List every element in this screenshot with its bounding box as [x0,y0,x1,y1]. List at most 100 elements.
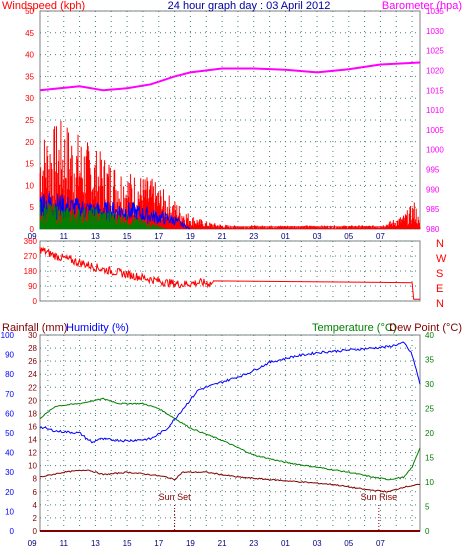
rainfall-tick-label: 12 [28,449,37,458]
time-tick-label: 13 [91,232,100,241]
rainfall-tick-label: 4 [33,501,38,510]
rainfall-tick-label: 30 [28,331,37,340]
time-tick-label: 03 [313,539,322,548]
time-tick-label: 09 [28,232,37,241]
barometer-axis-label: Barometer (hpa) [382,0,462,12]
time-tick-label: 15 [123,232,132,241]
sunset-label: Sun Set [159,492,192,502]
temperature-tick-label: 30 [425,380,434,389]
windspeed-tick-label: 40 [25,51,34,60]
compass-tick-label: N [436,238,444,250]
humidity-tick-label: 10 [5,507,14,516]
windspeed-tick-label: 25 [25,116,34,125]
direction-tick-label: 180 [24,267,38,276]
compass-tick-label: E [436,283,443,295]
direction-tick-label: 0 [33,297,38,306]
humidity-tick-label: 80 [5,370,14,379]
axis-tick-labels: 0510152025303540455098098599099510001005… [1,7,447,548]
temperature-tick-label: 15 [425,454,434,463]
barometer-tick-label: 1030 [426,27,444,36]
time-tick-label: 07 [376,232,385,241]
humidity-tick-label: 20 [5,488,14,497]
windspeed-tick-label: 45 [25,29,34,38]
barometer-tick-label: 1010 [426,106,444,115]
temperature-tick-label: 20 [425,429,434,438]
time-tick-label: 11 [60,232,69,241]
humidity-tick-label: 30 [5,468,14,477]
chart-series [39,61,421,532]
humidity-tick-label: 40 [5,449,14,458]
time-tick-label: 15 [123,539,132,548]
rainfall-axis-label: Rainfall (mm) [2,322,67,334]
rainfall-tick-label: 8 [33,475,38,484]
rainfall-tick-label: 26 [28,357,37,366]
barometer-tick-label: 1005 [426,126,444,135]
temperature-tick-label: 5 [425,503,430,512]
time-tick-label: 19 [186,232,195,241]
chart-annotations: Sun Set Sun Rise [159,492,398,531]
temperature-tick-label: 0 [425,527,430,536]
rainfall-tick-label: 6 [33,488,38,497]
chart-title: 24 hour graph day : 03 April 2012 [168,0,331,12]
wind-series-3 [39,201,167,229]
barometer-tick-label: 1015 [426,86,444,95]
barometer-tick-label: 1035 [426,7,444,16]
rainfall-tick-label: 20 [28,396,37,405]
barometer-tick-label: 1020 [426,66,444,75]
barometer-tick-label: 985 [426,205,440,214]
temperature-tick-label: 25 [425,405,434,414]
windspeed-tick-label: 5 [30,203,35,212]
windspeed-tick-label: 35 [25,72,34,81]
compass-tick-label: N [436,298,444,310]
direction-tick-label: 90 [28,282,37,291]
barometer-tick-label: 1000 [426,146,444,155]
time-tick-label: 05 [344,539,353,548]
humidity-tick-label: 0 [10,527,15,536]
time-tick-label: 21 [218,232,227,241]
time-tick-label: 23 [249,232,258,241]
compass-tick-label: W [436,253,447,265]
barometer-tick-label: 980 [426,225,440,234]
time-tick-label: 03 [313,232,322,241]
time-tick-label: 05 [344,232,353,241]
compass-tick-label: S [436,268,443,280]
temp-panel-series-2 [39,469,421,493]
temperature-tick-label: 35 [425,356,434,365]
time-tick-label: 17 [154,539,163,548]
windspeed-tick-label: 15 [25,160,34,169]
time-tick-label: 01 [281,232,290,241]
windspeed-tick-label: 0 [30,225,35,234]
sunrise-label: Sun Rise [361,492,398,502]
time-tick-label: 07 [376,539,385,548]
temp-panel-series-0 [39,397,421,481]
temperature-axis-label: Temperature (°C) [312,322,396,334]
time-tick-label: 01 [281,539,290,548]
humidity-tick-label: 50 [5,429,14,438]
time-tick-label: 09 [28,539,37,548]
rainfall-tick-label: 16 [28,422,37,431]
rainfall-tick-label: 22 [28,383,37,392]
direction-tick-label: 270 [24,252,38,261]
windspeed-tick-label: 50 [25,7,34,16]
temperature-tick-label: 10 [425,478,434,487]
rainfall-tick-label: 10 [28,462,37,471]
barometer-series [39,61,421,92]
time-tick-label: 17 [154,232,163,241]
time-tick-label: 21 [218,539,227,548]
temp-humidity-grid [40,334,420,532]
direction-tick-label: 360 [24,237,38,246]
time-tick-label: 23 [249,539,258,548]
wind-direction-series [39,246,420,300]
barometer-tick-label: 990 [426,185,440,194]
rainfall-tick-label: 24 [28,370,37,379]
time-tick-label: 11 [60,539,69,548]
dewpoint-axis-label: Dew Point (°C) [389,322,462,334]
windspeed-tick-label: 30 [25,94,34,103]
windspeed-tick-label: 20 [25,138,34,147]
windspeed-axis-label: Windspeed (kph) [2,0,85,12]
barometer-tick-label: 1025 [426,47,444,56]
humidity-tick-label: 100 [1,331,15,340]
humidity-axis-label: Humidity (%) [66,322,129,334]
rainfall-tick-label: 2 [33,514,38,523]
